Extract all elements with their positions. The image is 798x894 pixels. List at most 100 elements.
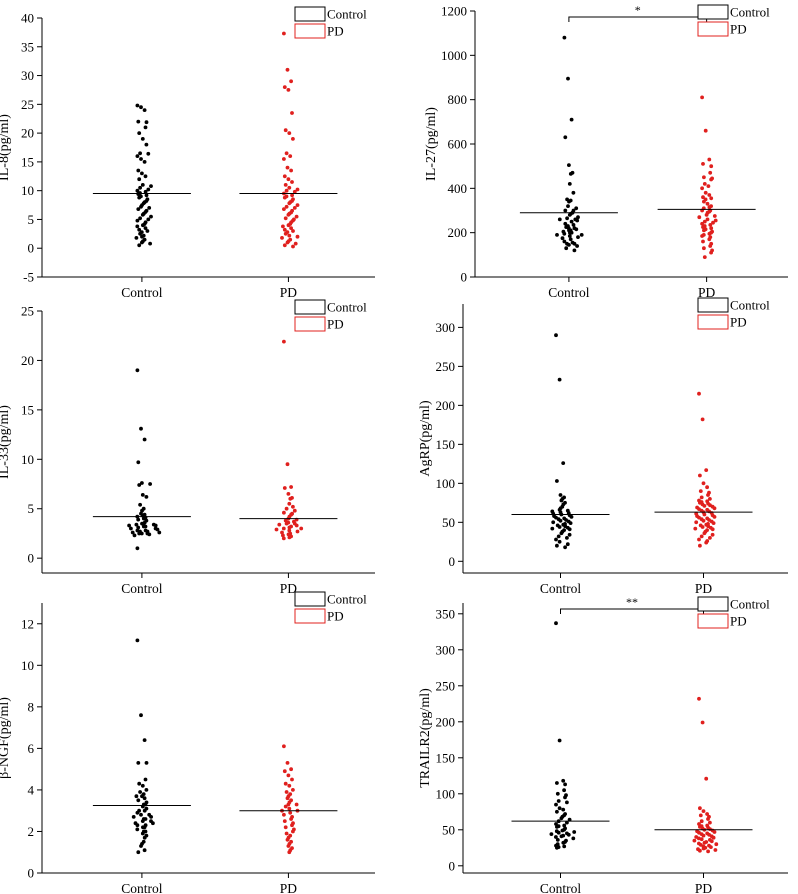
data-point <box>294 802 299 807</box>
data-point <box>140 493 145 497</box>
data-point <box>706 493 710 497</box>
data-point <box>139 157 143 161</box>
data-point <box>567 182 572 186</box>
data-point <box>712 830 717 834</box>
x-category-label: Control <box>121 881 163 894</box>
data-point <box>703 190 708 195</box>
data-point <box>137 483 142 487</box>
data-point <box>283 183 288 187</box>
data-point <box>142 848 147 853</box>
data-point <box>709 250 713 255</box>
data-point <box>294 523 299 528</box>
data-point <box>142 437 147 442</box>
data-point <box>135 188 140 193</box>
data-point <box>566 832 571 837</box>
data-point <box>713 218 718 223</box>
data-point <box>151 821 155 826</box>
y-tick-label: 800 <box>448 92 468 107</box>
data-point <box>283 128 288 133</box>
data-point <box>291 244 295 249</box>
data-point <box>562 239 567 244</box>
data-point <box>147 206 152 210</box>
data-point <box>145 229 150 233</box>
data-point <box>707 237 712 242</box>
data-point <box>707 193 712 197</box>
data-point <box>289 79 293 84</box>
data-point <box>287 850 292 855</box>
data-point <box>287 185 292 190</box>
data-point <box>295 187 300 192</box>
data-point <box>709 196 714 201</box>
legend-label: Control <box>730 597 770 612</box>
data-point <box>702 531 707 536</box>
data-point <box>290 193 294 198</box>
data-point <box>708 223 713 227</box>
data-point <box>282 769 287 774</box>
series-pd <box>239 744 338 855</box>
series-control <box>92 638 191 855</box>
y-tick-label: 400 <box>448 181 468 196</box>
data-point <box>558 493 563 497</box>
series-pd <box>239 31 338 249</box>
data-point <box>142 108 147 112</box>
legend: Control PD <box>697 4 770 37</box>
data-point <box>549 832 554 836</box>
data-point <box>556 830 561 835</box>
data-point <box>144 761 149 765</box>
data-point <box>286 492 291 496</box>
data-point <box>144 788 149 792</box>
data-point <box>285 761 290 765</box>
data-point <box>708 244 713 248</box>
data-point <box>277 522 282 527</box>
legend-label: PD <box>327 609 344 624</box>
data-point <box>137 131 142 136</box>
data-point <box>702 175 706 180</box>
legend-swatch <box>697 314 729 330</box>
data-point <box>697 822 701 826</box>
data-point <box>701 846 706 851</box>
legend: Control PD <box>294 299 367 332</box>
data-point <box>567 527 572 532</box>
data-point <box>144 120 149 125</box>
data-point <box>286 802 291 807</box>
data-point <box>562 823 567 828</box>
data-point <box>142 808 147 813</box>
data-point <box>283 216 288 221</box>
data-point <box>701 809 706 813</box>
data-point <box>283 781 288 786</box>
data-point <box>137 227 142 232</box>
data-point <box>295 203 300 208</box>
data-point <box>140 819 145 823</box>
data-point <box>567 163 571 168</box>
data-point <box>280 236 284 240</box>
data-point <box>293 241 298 246</box>
y-tick-label: 10 <box>21 183 34 198</box>
data-point <box>148 482 153 486</box>
data-point <box>287 233 292 238</box>
y-tick-label: 0 <box>28 241 35 256</box>
chart-panel-5: 0 2 4 6 8 10 12 Control PD β-NGF(pg/ml) Control PD <box>0 591 375 894</box>
series-control <box>92 368 191 551</box>
data-point <box>137 781 142 786</box>
data-point <box>289 485 293 489</box>
legend: Control PD <box>294 591 367 624</box>
chart-panel-4: 0 50 100 150 200 250 300 Control PD AgRP(pg/ml) Co… <box>418 297 788 596</box>
data-point <box>140 481 144 485</box>
data-point <box>555 543 559 548</box>
data-point <box>704 776 709 781</box>
data-point <box>290 111 294 115</box>
data-point <box>291 229 295 233</box>
data-point <box>144 495 149 499</box>
data-point <box>285 796 290 801</box>
data-point <box>707 205 712 210</box>
data-point <box>701 481 706 486</box>
series-control <box>519 35 618 253</box>
data-point <box>292 206 297 210</box>
y-axis-title: TRAILR2(pg/ml) <box>418 688 433 788</box>
data-point <box>568 172 573 176</box>
legend-label: Control <box>730 298 770 313</box>
data-point <box>143 174 148 179</box>
legend-swatch <box>294 608 326 624</box>
y-tick-label: 10 <box>21 658 34 673</box>
